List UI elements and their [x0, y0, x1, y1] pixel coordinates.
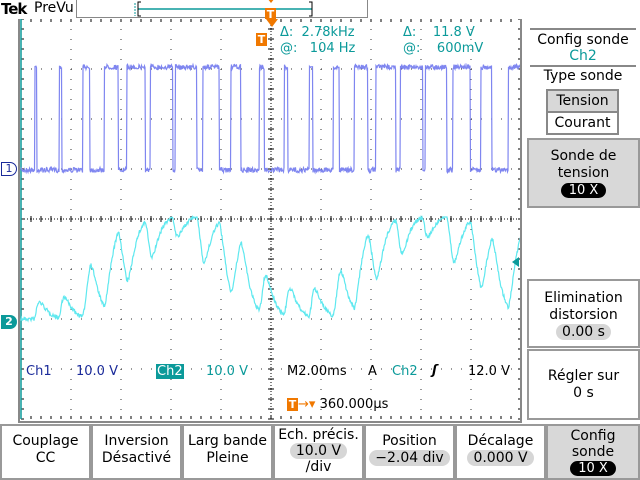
- record-view-bar: T: [76, 0, 368, 21]
- ch2-waveform: [20, 214, 520, 323]
- btn-label: Larg bande: [187, 433, 268, 449]
- probe-setup-button[interactable]: Config sonde 10 X: [546, 424, 640, 480]
- trigger-marker-icon: T: [256, 33, 267, 46]
- brand-logo: Tek: [1, 0, 27, 18]
- trigger-source: Ch2: [392, 364, 418, 379]
- probe-voltage-button[interactable]: Sonde de tension 10 X: [527, 138, 640, 208]
- trigger-level: 12.0 V: [468, 364, 510, 379]
- fine-scale-button[interactable]: Ech. précis. 10.0 V/div: [273, 424, 364, 480]
- position-button[interactable]: Position −2.04 div: [364, 424, 455, 480]
- trigger-level-marker-icon: [512, 257, 519, 267]
- side-menu-title-text: Config sonde: [537, 32, 629, 48]
- deskew-button[interactable]: Elimination distorsion 0.00 s: [527, 279, 640, 348]
- cursor-at-freq: @: 104 Hz: [280, 41, 356, 56]
- coupling-button[interactable]: Couplage CC: [0, 424, 91, 480]
- btn-value: 0.000 V: [467, 450, 534, 466]
- trigger-position-marker-icon: [266, 19, 278, 27]
- btn-label: Ech. précis.: [278, 427, 359, 443]
- ch1-waveform: [20, 62, 520, 175]
- record-trigger-marker: T: [265, 8, 276, 21]
- cursor-delta-freq: Δ: 2.78kHz: [280, 25, 355, 40]
- probe-line2: tension: [557, 165, 610, 181]
- rising-edge-icon: ʃ: [432, 363, 438, 378]
- btn-value: Pleine: [206, 450, 249, 466]
- btn-label: Décalage: [467, 433, 534, 449]
- btn-label: Inversion: [104, 433, 169, 449]
- btn-label: Position: [382, 433, 437, 449]
- invert-button[interactable]: Inversion Désactivé: [91, 424, 182, 480]
- ch2-scale: 10.0 V: [206, 364, 248, 379]
- ch2-ground-marker[interactable]: 2: [1, 315, 17, 329]
- trigger-position: T →▾ 360.000µs: [287, 397, 389, 412]
- btn-value: CC: [35, 450, 56, 466]
- btn-value: 10.0 V: [289, 443, 348, 459]
- probe-type-tension[interactable]: Tension: [548, 91, 617, 113]
- ch1-label: Ch1: [26, 364, 52, 379]
- deskew-value: 0.00 s: [556, 324, 611, 340]
- probe-value: 10 X: [560, 183, 607, 198]
- set-line2: 0 s: [573, 385, 594, 401]
- ch1-scale: 10.0 V: [76, 364, 118, 379]
- acquisition-mode: PreVu: [34, 0, 74, 16]
- record-bracket: [134, 1, 313, 17]
- btn-unit: /div: [305, 459, 332, 475]
- btn-value: −2.04 div: [369, 450, 450, 466]
- btn-label2: sonde: [571, 444, 615, 460]
- set-to-zero-button[interactable]: Régler sur 0 s: [527, 349, 640, 420]
- ch2-label[interactable]: Ch2: [156, 364, 184, 379]
- set-line1: Régler sur: [547, 368, 620, 384]
- probe-type-courant[interactable]: Courant: [554, 115, 611, 131]
- btn-label: Couplage: [12, 433, 79, 449]
- bandwidth-button[interactable]: Larg bande Pleine: [182, 424, 273, 480]
- probe-type-label: Type sonde: [530, 65, 636, 85]
- probe-line1: Sonde de: [550, 148, 617, 164]
- waveform-display[interactable]: T Δ: 2.78kHz Δ: 11.8 V @: 104 Hz @: 600m…: [18, 19, 522, 423]
- ch1-ground-marker[interactable]: 1: [1, 162, 17, 176]
- btn-label: Config: [570, 428, 616, 444]
- deskew-line2: distorsion: [549, 307, 618, 323]
- probe-type-selector[interactable]: Tension Courant: [546, 89, 619, 135]
- cursor-delta-volt: Δ: 11.8 V: [403, 25, 475, 40]
- side-menu-channel: Ch2: [569, 48, 597, 64]
- graticule: [20, 19, 520, 420]
- cursor-at-volt: @: 600mV: [403, 41, 484, 56]
- trigger-arrow-icon: [267, 0, 275, 3]
- timebase: M2.00ms: [287, 364, 347, 379]
- btn-value: 10 X: [570, 461, 616, 476]
- btn-value: Désactivé: [101, 450, 172, 466]
- trigger-mode: A: [368, 364, 377, 379]
- side-menu-title: Config sonde Ch2: [530, 28, 636, 64]
- offset-button[interactable]: Décalage 0.000 V: [455, 424, 546, 480]
- deskew-line1: Elimination: [544, 290, 623, 306]
